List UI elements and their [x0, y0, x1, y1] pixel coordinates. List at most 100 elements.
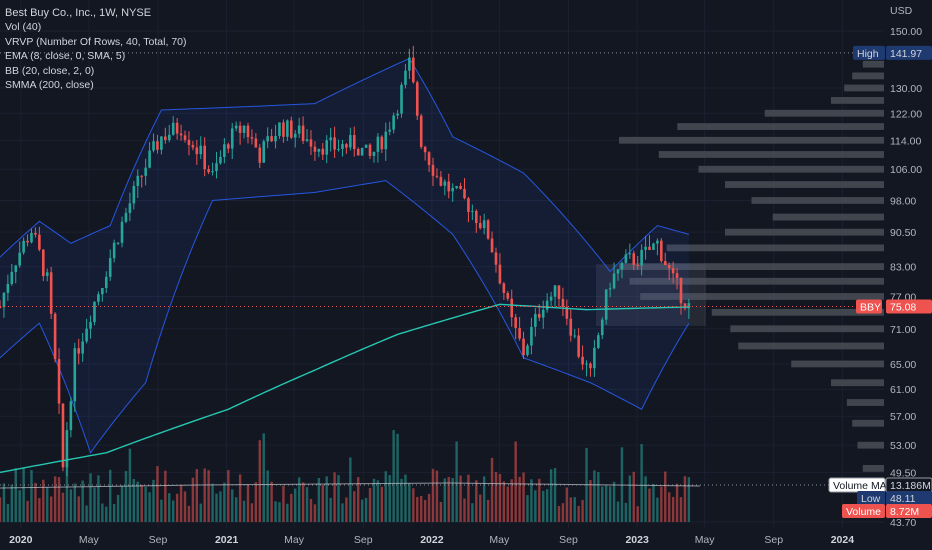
volume-bar [18, 490, 21, 522]
volume-label-tag-bg [842, 504, 885, 518]
volume-bar [160, 499, 163, 522]
volume-bar [301, 482, 305, 522]
volume-bar [419, 495, 423, 522]
volume-profile-row [666, 244, 884, 252]
candle-body [250, 137, 254, 139]
volume-bar [675, 483, 679, 522]
candle-body [57, 359, 61, 404]
volume-bar [443, 478, 447, 522]
candle-body [530, 326, 533, 346]
candle-body [227, 144, 230, 149]
volume-bar [416, 496, 419, 522]
candle-body [199, 145, 203, 155]
price-axis[interactable]: USD 150.00 130.00 122.00 114.00 106.00 98.00 90… [890, 5, 922, 529]
legend-vrvp[interactable]: VRVP (Number Of Rows, 40, Total, 70) [5, 35, 187, 48]
candle-body [644, 246, 647, 250]
candle-body [376, 136, 380, 152]
y-tick-label: 65.00 [890, 359, 916, 371]
volume-bar [364, 497, 368, 522]
candle-body [274, 135, 277, 142]
x-tick-label: 2024 [831, 534, 855, 546]
volume-bar [632, 471, 635, 522]
candle-body [317, 148, 321, 152]
candle-body [6, 283, 10, 293]
volume-bar [38, 498, 41, 522]
volume-bar [305, 487, 309, 522]
low-value-tag: 48.11 [890, 493, 916, 505]
volume-bar [116, 494, 120, 522]
legend-ema[interactable]: EMA (8, close, 0, SMA, 5) [5, 50, 126, 63]
candle-body [262, 141, 266, 163]
y-tick-label: 71.00 [890, 324, 916, 336]
candle-body [156, 141, 159, 150]
candle-body [636, 264, 639, 266]
volume-bar [514, 441, 517, 522]
candle-body [297, 125, 301, 134]
candle-body [478, 223, 482, 229]
candle-body [597, 335, 600, 348]
candle-body [663, 261, 667, 266]
volume-profile-row [751, 197, 884, 204]
volume-bar [274, 501, 277, 522]
smma-200-line [0, 303, 689, 474]
candle-body [439, 176, 443, 186]
x-tick-label: 2023 [625, 534, 649, 546]
candle-body [459, 185, 462, 189]
time-axis[interactable]: 2020 May Sep 2021 May Sep 2022 May Sep 2023 May Sep… [9, 534, 854, 546]
candle-body [282, 122, 285, 137]
high-label-tag: High [857, 48, 879, 60]
volume-bar [656, 497, 659, 522]
volume-bar [57, 477, 61, 522]
candle-body [293, 133, 297, 138]
volume-bar [565, 487, 569, 522]
volume-bar [671, 496, 675, 522]
volume-ma-line [0, 482, 701, 489]
volume-bar [569, 497, 572, 522]
volume-bar [427, 493, 431, 522]
y-tick-label: 53.00 [890, 440, 916, 452]
currency-label: USD [890, 5, 913, 17]
volume-bar [667, 492, 671, 522]
volume-bar [608, 486, 612, 522]
x-tick-label: May [489, 534, 510, 546]
candle-body [384, 131, 388, 150]
candle-body [656, 240, 659, 244]
candle-body [683, 303, 687, 309]
volume-bar [286, 503, 289, 522]
candle-body [211, 171, 214, 173]
symbol-title[interactable]: Best Buy Co., Inc., 1W, NYSE [5, 7, 152, 19]
volume-bar [120, 485, 124, 522]
y-tick-label: 90.50 [890, 227, 916, 239]
volume-bar [136, 481, 139, 522]
legend-smma[interactable]: SMMA (200, close) [5, 79, 94, 92]
volume-bar [412, 488, 415, 522]
volume-bar [490, 457, 494, 522]
x-tick-label: 2020 [9, 534, 33, 546]
volume-bar [593, 470, 596, 522]
candle-body [467, 198, 470, 212]
volume-bar [589, 480, 592, 522]
volume-bar [518, 476, 521, 522]
candle-body [69, 401, 73, 431]
volume-bar [148, 492, 151, 522]
candle-body [632, 253, 636, 265]
legend-bb[interactable]: BB (20, close, 2, 0) [5, 64, 95, 77]
volume-bar [26, 500, 29, 522]
low-label-tag: Low [861, 493, 881, 505]
candle-body [112, 242, 116, 259]
x-tick-label: Sep [559, 534, 578, 546]
high-label-tag-bg [853, 45, 885, 60]
volume-profile-row [772, 213, 884, 221]
volume-bar [231, 489, 234, 522]
candle-body [167, 134, 171, 141]
candle-body [97, 294, 100, 302]
candle-body [455, 185, 458, 189]
y-tick-label: 106.00 [890, 164, 922, 176]
candle-body [494, 252, 498, 265]
legend-vol[interactable]: Vol (40) [5, 21, 42, 34]
candle-body [628, 253, 632, 255]
candle-body [510, 298, 514, 318]
volume-bar [640, 444, 643, 522]
